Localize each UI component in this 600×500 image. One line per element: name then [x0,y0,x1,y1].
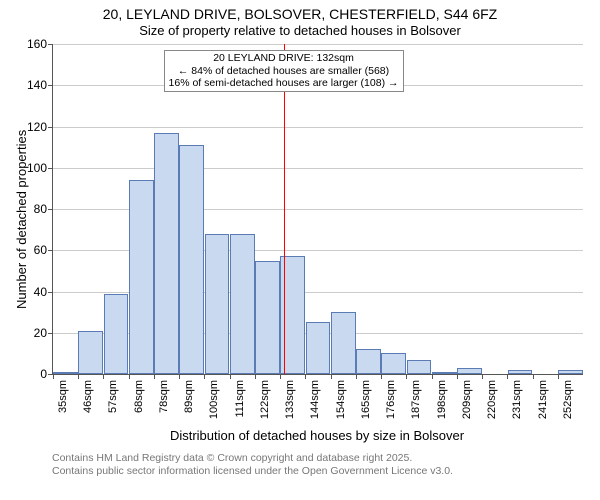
xtick-mark [406,374,407,379]
footer-attribution: Contains HM Land Registry data © Crown c… [52,452,453,478]
xtick-mark [558,374,559,379]
subject-property-line [284,44,285,374]
histogram-bar [78,331,103,374]
xtick-mark [533,374,534,379]
plot-area: 02040608010012014016035sqm46sqm57sqm68sq… [52,44,583,375]
xtick-label: 111sqm [234,378,246,418]
xtick-mark [230,374,231,379]
gridline [53,44,583,45]
histogram-bar [381,353,406,374]
ytick-label: 0 [40,367,53,381]
histogram-bar [508,370,533,374]
xtick-mark [255,374,256,379]
ytick-label: 20 [34,326,53,340]
histogram-bar [154,133,179,374]
histogram-bar [457,368,482,374]
xtick-mark [331,374,332,379]
figure-container: 20, LEYLAND DRIVE, BOLSOVER, CHESTERFIEL… [0,0,600,500]
histogram-bar [205,234,230,374]
xtick-mark [179,374,180,379]
xtick-label: 100sqm [208,378,220,419]
histogram-bar [104,294,129,374]
ytick-label: 120 [27,120,53,134]
xtick-label: 144sqm [309,378,321,419]
xtick-mark [305,374,306,379]
xtick-mark [154,374,155,379]
xtick-mark [457,374,458,379]
xtick-label: 122sqm [259,378,271,419]
xtick-label: 220sqm [486,378,498,419]
histogram-bar [230,234,255,374]
xtick-label: 176sqm [385,378,397,419]
xtick-label: 154sqm [335,378,347,419]
xtick-label: 252sqm [562,378,574,419]
xtick-mark [432,374,433,379]
ytick-label: 80 [34,202,53,216]
xtick-mark [204,374,205,379]
footer-line: Contains public sector information licen… [52,465,453,478]
xtick-mark [280,374,281,379]
xtick-label: 46sqm [82,378,94,413]
annotation-line: 16% of semi-detached houses are larger (… [169,77,399,90]
annotation-line: 20 LEYLAND DRIVE: 132sqm [169,52,399,65]
xtick-label: 89sqm [183,378,195,413]
xtick-label: 78sqm [158,378,170,413]
ytick-label: 60 [34,243,53,257]
xtick-label: 198sqm [436,378,448,419]
xtick-label: 35sqm [57,378,69,413]
ytick-label: 100 [27,161,53,175]
histogram-bar [356,349,381,374]
histogram-bar [53,372,78,374]
chart-subtitle: Size of property relative to detached ho… [0,23,600,39]
histogram-bar [407,360,432,374]
xtick-mark [129,374,130,379]
histogram-bar [179,145,204,374]
subject-annotation: 20 LEYLAND DRIVE: 132sqm← 84% of detache… [164,50,404,92]
x-axis-label: Distribution of detached houses by size … [52,428,582,443]
gridline [53,127,583,128]
xtick-label: 209sqm [461,378,473,419]
xtick-mark [78,374,79,379]
histogram-bar [255,261,280,374]
xtick-mark [53,374,54,379]
xtick-label: 68sqm [133,378,145,413]
ytick-label: 160 [27,37,53,51]
chart-title: 20, LEYLAND DRIVE, BOLSOVER, CHESTERFIEL… [0,0,600,23]
xtick-mark [507,374,508,379]
xtick-mark [482,374,483,379]
histogram-bar [432,372,457,374]
y-axis-label: Number of detached properties [14,130,29,309]
histogram-bar [558,370,583,374]
ytick-label: 140 [27,78,53,92]
xtick-label: 241sqm [537,378,549,419]
histogram-bar [129,180,154,374]
xtick-label: 165sqm [360,378,372,419]
xtick-label: 57sqm [107,378,119,413]
gridline [53,168,583,169]
annotation-line: ← 84% of detached houses are smaller (56… [169,65,399,78]
xtick-label: 133sqm [284,378,296,419]
xtick-label: 187sqm [410,378,422,419]
histogram-bar [306,322,331,374]
ytick-label: 40 [34,285,53,299]
histogram-bar [331,312,356,374]
xtick-label: 231sqm [511,378,523,419]
xtick-mark [356,374,357,379]
xtick-mark [103,374,104,379]
xtick-mark [381,374,382,379]
footer-line: Contains HM Land Registry data © Crown c… [52,452,453,465]
